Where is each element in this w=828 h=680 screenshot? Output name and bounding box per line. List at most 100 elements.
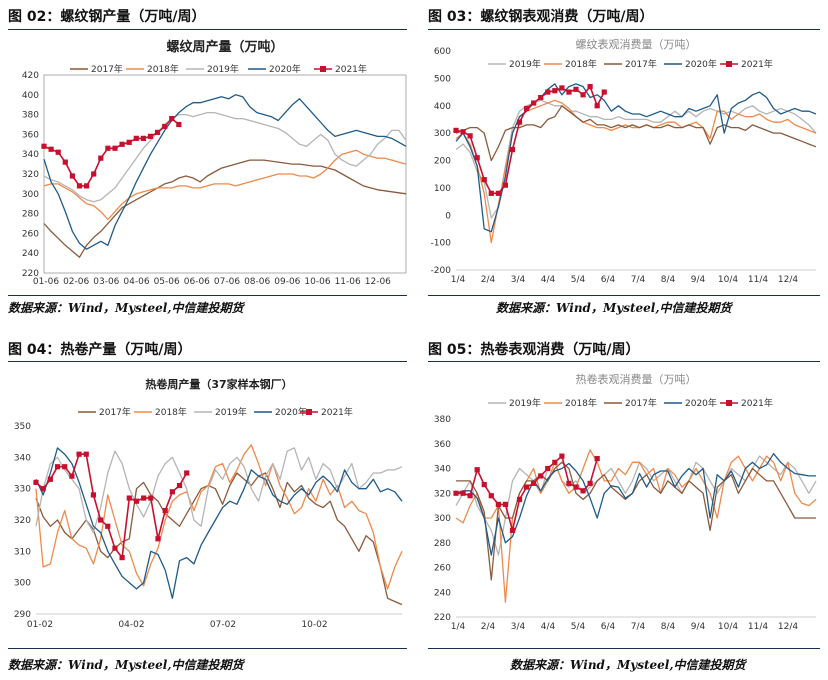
rebar-consumption-point-2021-8 (509, 146, 516, 153)
hrc-consumption-legend-label-1: 2018年 (565, 397, 597, 409)
hrc-consumption-point-2021-6 (495, 501, 501, 507)
rebar-production-series-line-0 (43, 159, 407, 258)
hrc-consumption-point-2021-8 (509, 527, 516, 533)
rebar-consumption-point-2021-13 (545, 89, 551, 95)
hrc-production-point-2021-10 (105, 523, 111, 529)
rebar-production-point-2021-12 (126, 139, 132, 145)
rebar-consumption-point-2021-20 (594, 103, 600, 109)
rebar-production-point-2021-17 (162, 123, 168, 130)
rebar-production-y-tick-10: 420 (22, 71, 39, 81)
figure-03-source: 数据来源：Wind，Mysteel,中信建投期货 (496, 301, 732, 315)
rebar-production-legend-label-4: 2021年 (335, 63, 367, 75)
chart-hrc-production: 热卷周产量（37家样本钢厂） 290 300 310 320 330 340 350 01-02… (14, 377, 403, 630)
hrc-production-point-2021-15 (141, 495, 147, 501)
rebar-consumption-x-tick-5: 6/4 (601, 275, 616, 285)
chart-hrc-consumption: 热卷表观消费量（万吨） 220 240 260 280 300 320 340 360 380 1/… (434, 372, 817, 632)
hrc-consumption-point-2021-14 (552, 459, 558, 465)
chart-panel-rebar-production: 螺纹周产量（万吨） 220 240 260 280 300 320 340 360 380 400 4… (8, 31, 407, 290)
rebar-consumption-chart-title: 螺纹表观消费量（万吨） (576, 37, 697, 51)
hrc-consumption-point-2021-19 (587, 480, 593, 486)
figure-04-top-rule (8, 361, 407, 362)
hrc-consumption-point-2021-18 (580, 488, 586, 494)
rebar-production-point-2021-13 (133, 135, 139, 141)
hrc-production-point-2021-7 (83, 451, 89, 457)
figure-04-source: 数据来源：Wind，Mysteel,中信建投期货 (8, 658, 244, 672)
hrc-production-series-line-1 (35, 444, 403, 590)
hrc-consumption-y-tick-8: 380 (434, 415, 451, 425)
hrc-production-point-2021-9 (97, 517, 104, 523)
chart-panel-rebar-consumption: 螺纹表观消费量（万吨） -200 -100 0 100 200 300 400 500 600 1/… (428, 31, 820, 290)
rebar-production-point-2021-5 (76, 183, 83, 189)
rebar-consumption-x-tick-3: 4/4 (541, 275, 556, 285)
hrc-consumption-legend-marker-4 (726, 400, 732, 406)
hrc-consumption-point-2021-4 (481, 481, 487, 488)
rebar-consumption-x-tick-1: 2/4 (481, 275, 496, 285)
rebar-production-point-2021-2 (55, 149, 61, 155)
rebar-consumption-point-2021-0 (453, 127, 459, 133)
rebar-production-y-tick-2: 260 (22, 229, 39, 239)
hrc-consumption-point-2021-10 (523, 484, 530, 490)
hrc-consumption-y-tick-7: 360 (434, 440, 451, 450)
rebar-consumption-x-tick-6: 7/4 (631, 275, 646, 285)
chart-panel-hrc-production: 热卷周产量（37家样本钢厂） 290 300 310 320 330 340 350 01-02… (8, 363, 407, 645)
rebar-consumption-legend-marker-4 (726, 61, 732, 67)
rebar-consumption-x-tick-7: 8/4 (661, 275, 676, 285)
rebar-consumption-x-tick-9: 10/4 (718, 275, 738, 285)
rebar-production-point-2021-6 (83, 183, 90, 189)
rebar-production-point-2021-15 (147, 133, 154, 139)
rebar-consumption-legend-label-2: 2017年 (625, 58, 657, 70)
chart-panel-hrc-consumption: 热卷表观消费量（万吨） 220 240 260 280 300 320 340 360 380 1/… (428, 363, 820, 645)
rebar-production-chart-title: 螺纹周产量（万吨） (166, 39, 283, 55)
rebar-consumption-point-2021-9 (516, 119, 523, 125)
hrc-production-point-2021-0 (33, 479, 39, 485)
rebar-production-point-2021-19 (176, 121, 182, 128)
rebar-production-legend-label-2: 2019年 (207, 63, 239, 75)
rebar-consumption-x-tick-2: 3/4 (511, 275, 526, 285)
rebar-consumption-point-2021-10 (523, 105, 530, 112)
hrc-production-point-2021-11 (112, 545, 118, 551)
rebar-consumption-y-tick-7: 500 (434, 74, 451, 84)
rebar-consumption-y-tick-3: 100 (434, 184, 451, 194)
rebar-production-series-line-2 (43, 111, 407, 203)
rebar-consumption-point-2021-7 (502, 182, 509, 188)
rebar-consumption-point-2021-3 (474, 155, 480, 161)
hrc-production-legend-label-2: 2019年 (215, 406, 247, 418)
hrc-consumption-x-tick-1: 2/4 (481, 622, 496, 632)
hrc-consumption-legend-label-2: 2017年 (625, 397, 657, 409)
hrc-consumption-point-2021-0 (453, 490, 459, 496)
rebar-consumption-point-2021-12 (538, 94, 544, 101)
rebar-production-legend-label-0: 2017年 (91, 63, 123, 75)
rebar-consumption-point-2021-2 (467, 133, 473, 139)
hrc-production-point-2021-20 (176, 482, 183, 489)
hrc-production-point-2021-18 (162, 508, 168, 514)
rebar-consumption-point-2021-5 (488, 190, 494, 196)
rebar-production-y-tick-8: 380 (22, 111, 39, 121)
rebar-production-point-2021-10 (112, 145, 118, 151)
rebar-production-x-tick-8: 09-06 (274, 277, 300, 287)
rebar-consumption-point-2021-17 (573, 86, 579, 92)
hrc-consumption-x-tick-5: 6/4 (601, 622, 616, 632)
hrc-production-y-tick-0: 290 (14, 610, 31, 620)
rebar-production-x-tick-5: 06-06 (184, 277, 210, 287)
rebar-consumption-x-tick-8: 9/4 (691, 275, 706, 285)
rebar-production-x-tick-0: 01-06 (33, 277, 59, 287)
hrc-production-x-tick-3: 10-02 (301, 620, 327, 630)
hrc-consumption-y-tick-3: 280 (434, 539, 451, 549)
rebar-production-y-tick-1: 240 (22, 249, 39, 259)
hrc-consumption-y-tick-6: 340 (434, 465, 451, 475)
hrc-consumption-series-line-2 (456, 461, 816, 581)
rebar-production-x-tick-9: 10-06 (304, 277, 330, 287)
rebar-production-series-line-3 (43, 94, 407, 250)
rebar-production-x-tick-6: 07-06 (214, 277, 240, 287)
hrc-consumption-y-tick-4: 300 (434, 514, 451, 524)
hrc-production-point-2021-8 (90, 492, 97, 498)
hrc-production-legend-label-4: 2021年 (321, 406, 353, 418)
hrc-consumption-y-tick-2: 260 (434, 564, 451, 574)
rebar-production-x-tick-7: 08-06 (244, 277, 270, 287)
hrc-production-series-line-0 (35, 472, 403, 606)
hrc-consumption-y-tick-5: 320 (434, 489, 451, 499)
rebar-consumption-point-2021-19 (587, 83, 593, 90)
hrc-production-series-line-4 (35, 453, 188, 559)
hrc-production-point-2021-2 (47, 476, 53, 482)
hrc-production-chart-title: 热卷周产量（37家样本钢厂） (145, 377, 292, 391)
